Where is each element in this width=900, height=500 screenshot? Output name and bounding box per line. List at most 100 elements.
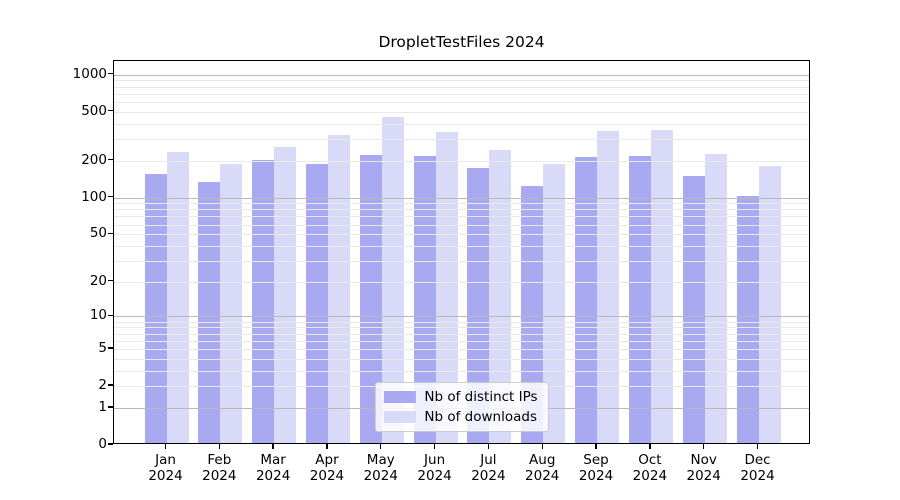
y-tick-label: 1: [98, 398, 107, 415]
bar-downloads: [758, 165, 781, 443]
chart-title: DropletTestFiles 2024: [378, 33, 545, 51]
minor-gridline: [114, 370, 809, 372]
legend-entry-distinct-ips: Nb of distinct IPs: [383, 389, 538, 405]
x-tick-mark: [326, 444, 328, 449]
minor-gridline: [114, 348, 809, 350]
y-tick-mark: [108, 159, 113, 161]
x-tick-mark: [433, 444, 436, 449]
x-tick-label: Dec 2024: [740, 452, 775, 485]
bar-distinct-ips: [305, 164, 328, 443]
minor-gridline: [114, 333, 809, 335]
bar-distinct-ips: [467, 168, 490, 443]
y-tick-label: 1000: [72, 65, 107, 82]
x-tick-label: May 2024: [363, 452, 398, 485]
bar-downloads: [274, 146, 297, 443]
y-tick-mark: [108, 72, 113, 75]
x-tick-label: Jun 2024: [417, 452, 452, 485]
minor-gridline: [114, 80, 809, 82]
minor-gridline: [114, 224, 809, 226]
x-tick-mark: [164, 444, 167, 449]
x-tick-mark: [649, 444, 651, 449]
y-tick-label: 0: [98, 436, 107, 452]
y-tick-label: 20: [89, 272, 107, 289]
minor-gridline: [114, 93, 809, 95]
legend-swatch-distinct-ips: [383, 391, 416, 403]
bar-downloads: [220, 164, 243, 443]
x-tick-mark: [595, 444, 597, 449]
bar-downloads: [489, 150, 512, 443]
bar-distinct-ips: [628, 156, 651, 443]
bar-distinct-ips: [198, 181, 221, 443]
bar-distinct-ips: [521, 185, 544, 443]
bar-distinct-ips: [682, 175, 705, 443]
x-tick-label: Aug 2024: [525, 452, 560, 485]
y-tick-mark: [108, 314, 113, 317]
legend-swatch-downloads: [383, 411, 416, 423]
bar-distinct-ips: [575, 157, 598, 443]
minor-gridline: [114, 203, 809, 205]
y-tick-mark: [108, 195, 113, 198]
bar-downloads: [650, 129, 673, 443]
minor-gridline: [114, 160, 809, 162]
bar-distinct-ips: [144, 174, 167, 443]
legend-label-distinct-ips: Nb of distinct IPs: [424, 389, 538, 405]
x-tick-mark: [702, 444, 705, 449]
y-tick-label: 10: [89, 307, 107, 324]
x-tick-mark: [218, 444, 220, 449]
major-gridline: [114, 74, 809, 76]
x-tick-label: Apr 2024: [309, 452, 345, 485]
x-tick-label: Feb 2024: [202, 452, 237, 485]
minor-gridline: [114, 234, 809, 236]
y-tick-mark: [108, 406, 113, 408]
x-tick-mark: [272, 444, 274, 449]
minor-gridline: [114, 260, 809, 262]
x-tick-label: Oct 2024: [632, 452, 668, 485]
legend-label-downloads: Nb of downloads: [424, 409, 537, 425]
minor-gridline: [114, 111, 809, 113]
y-tick-mark: [108, 232, 113, 234]
y-tick-mark: [108, 110, 113, 112]
y-tick-label: 5: [98, 339, 107, 356]
major-gridline: [114, 316, 809, 318]
plot-area: Nb of distinct IPs Nb of downloads: [113, 60, 810, 444]
minor-gridline: [114, 245, 809, 247]
x-tick-mark: [756, 444, 759, 449]
bar-downloads: [704, 153, 727, 443]
minor-gridline: [114, 86, 809, 88]
y-tick-label: 2: [98, 377, 107, 394]
bar-downloads: [166, 151, 189, 443]
bar-downloads: [597, 131, 620, 443]
y-tick-label: 500: [81, 102, 107, 119]
minor-gridline: [114, 327, 809, 329]
minor-gridline: [114, 321, 809, 323]
y-tick-mark: [108, 384, 113, 386]
y-tick-label: 100: [81, 188, 107, 205]
x-tick-label: Jan 2024: [148, 452, 183, 485]
bar-downloads: [543, 163, 566, 443]
x-tick-label: Nov 2024: [686, 452, 721, 485]
minor-gridline: [114, 340, 809, 342]
x-tick-label: Jul 2024: [471, 452, 506, 485]
y-tick-label: 50: [89, 225, 107, 242]
minor-gridline: [114, 281, 809, 283]
x-tick-mark: [487, 444, 490, 449]
bar-downloads: [327, 135, 350, 443]
y-tick-mark: [108, 443, 113, 445]
x-tick-mark: [380, 444, 382, 449]
minor-gridline: [114, 101, 809, 103]
x-tick-label: Sep 2024: [578, 452, 614, 485]
legend: Nb of distinct IPs Nb of downloads: [374, 382, 549, 432]
x-tick-mark: [541, 444, 543, 449]
major-gridline: [114, 197, 809, 199]
bar-distinct-ips: [252, 160, 275, 443]
y-tick-mark: [108, 280, 113, 282]
y-tick-mark: [108, 347, 113, 349]
x-tick-label: Mar 2024: [255, 452, 291, 485]
minor-gridline: [114, 123, 809, 125]
minor-gridline: [114, 358, 809, 360]
minor-gridline: [114, 216, 809, 218]
legend-entry-downloads: Nb of downloads: [383, 409, 537, 425]
minor-gridline: [114, 209, 809, 211]
y-tick-label: 200: [81, 151, 107, 168]
